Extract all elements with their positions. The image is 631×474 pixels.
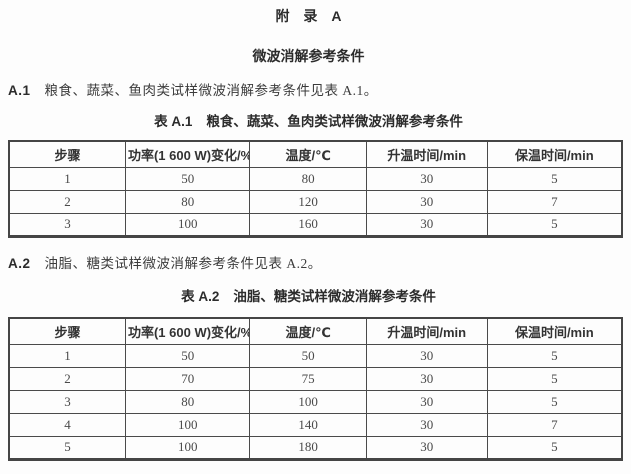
table-cell: 5 xyxy=(486,343,623,368)
table-cell: 7 xyxy=(486,412,623,437)
table-a1-header-hold-time: 保温时间/min xyxy=(486,140,623,168)
table-row: 2 80 120 30 7 xyxy=(8,189,623,214)
table-cell: 30 xyxy=(365,343,488,368)
table-a1-header-temperature: 温度/℃ xyxy=(249,140,367,168)
table-a1-caption-text: 粮食、蔬菜、鱼肉类试样微波消解参考条件 xyxy=(206,114,463,129)
table-a2-header-temperature: 温度/℃ xyxy=(249,317,367,345)
table-cell: 5 xyxy=(486,366,623,391)
table-cell: 30 xyxy=(365,166,488,191)
table-cell: 30 xyxy=(365,389,488,414)
clause-a2-number: A.2 xyxy=(8,256,31,271)
table-row: 1 50 50 30 5 xyxy=(8,343,623,368)
table-cell: 80 xyxy=(249,166,367,191)
table-cell: 2 xyxy=(8,189,126,214)
table-cell: 120 xyxy=(249,189,367,214)
clause-a1: A.1 粮食、蔬菜、鱼肉类试样微波消解参考条件见表 A.1。 xyxy=(8,79,623,99)
table-a1-header-ramp-time: 升温时间/min xyxy=(365,140,488,168)
table-a1-header-power: 功率(1 600 W)变化/% xyxy=(124,140,251,168)
table-cell: 180 xyxy=(249,435,367,460)
table-cell: 70 xyxy=(124,366,251,391)
table-cell: 30 xyxy=(365,435,488,460)
table-row: 2 70 75 30 5 xyxy=(8,366,623,391)
table-cell: 100 xyxy=(249,389,367,414)
table-a2-header-step: 步骤 xyxy=(8,317,126,345)
table-a2-header-row: 步骤 功率(1 600 W)变化/% 温度/℃ 升温时间/min 保温时间/mi… xyxy=(8,317,623,345)
table-a1-header-step: 步骤 xyxy=(8,140,126,168)
table-cell: 50 xyxy=(249,343,367,368)
table-cell: 5 xyxy=(8,435,126,460)
table-cell: 4 xyxy=(8,412,126,437)
table-cell: 30 xyxy=(365,366,488,391)
table-a2-header-ramp-time: 升温时间/min xyxy=(365,317,488,345)
table-cell: 140 xyxy=(249,412,367,437)
table-row: 3 100 160 30 5 xyxy=(8,212,623,237)
table-a2-header-power: 功率(1 600 W)变化/% xyxy=(124,317,251,345)
table-cell: 7 xyxy=(486,189,623,214)
table-cell: 30 xyxy=(365,189,488,214)
appendix-subtitle: 微波消解参考条件 xyxy=(252,48,365,64)
table-a1-caption: 表 A.1 粮食、蔬菜、鱼肉类试样微波消解参考条件 xyxy=(0,110,617,130)
table-cell: 5 xyxy=(486,435,623,460)
table-a2: 步骤 功率(1 600 W)变化/% 温度/℃ 升温时间/min 保温时间/mi… xyxy=(8,317,623,461)
table-cell: 160 xyxy=(249,212,367,237)
table-cell: 30 xyxy=(365,412,488,437)
table-cell: 1 xyxy=(8,343,126,368)
table-cell: 100 xyxy=(124,212,251,237)
table-cell: 50 xyxy=(124,166,251,191)
clause-a1-number: A.1 xyxy=(8,83,31,98)
table-cell: 5 xyxy=(486,166,623,191)
table-cell: 3 xyxy=(8,212,126,237)
table-cell: 80 xyxy=(124,389,251,414)
table-cell: 100 xyxy=(124,435,251,460)
table-a2-caption-label: 表 A.2 xyxy=(181,289,220,304)
table-a2-caption-text: 油脂、糖类试样微波消解参考条件 xyxy=(233,289,436,304)
clause-a2-text: 油脂、糖类试样微波消解参考条件见表 A.2。 xyxy=(44,256,322,271)
table-a1: 步骤 功率(1 600 W)变化/% 温度/℃ 升温时间/min 保温时间/mi… xyxy=(8,140,623,238)
table-cell: 5 xyxy=(486,212,623,237)
table-row: 1 50 80 30 5 xyxy=(8,166,623,191)
table-cell: 75 xyxy=(249,366,367,391)
table-row: 5 100 180 30 5 xyxy=(8,435,623,460)
table-cell: 5 xyxy=(486,389,623,414)
table-row: 4 100 140 30 7 xyxy=(8,412,623,437)
table-a1-header-row: 步骤 功率(1 600 W)变化/% 温度/℃ 升温时间/min 保温时间/mi… xyxy=(8,140,623,168)
table-a1-caption-label: 表 A.1 xyxy=(154,114,193,129)
table-cell: 1 xyxy=(8,166,126,191)
table-cell: 3 xyxy=(8,389,126,414)
table-cell: 80 xyxy=(124,189,251,214)
clause-a1-text: 粮食、蔬菜、鱼肉类试样微波消解参考条件见表 A.1。 xyxy=(44,83,378,98)
table-a2-header-hold-time: 保温时间/min xyxy=(486,317,623,345)
table-cell: 2 xyxy=(8,366,126,391)
table-row: 3 80 100 30 5 xyxy=(8,389,623,414)
appendix-title: 附 录 A xyxy=(275,8,342,24)
table-cell: 30 xyxy=(365,212,488,237)
table-cell: 100 xyxy=(124,412,251,437)
table-a2-caption: 表 A.2 油脂、糖类试样微波消解参考条件 xyxy=(0,285,617,305)
clause-a2: A.2 油脂、糖类试样微波消解参考条件见表 A.2。 xyxy=(8,252,623,272)
table-cell: 50 xyxy=(124,343,251,368)
